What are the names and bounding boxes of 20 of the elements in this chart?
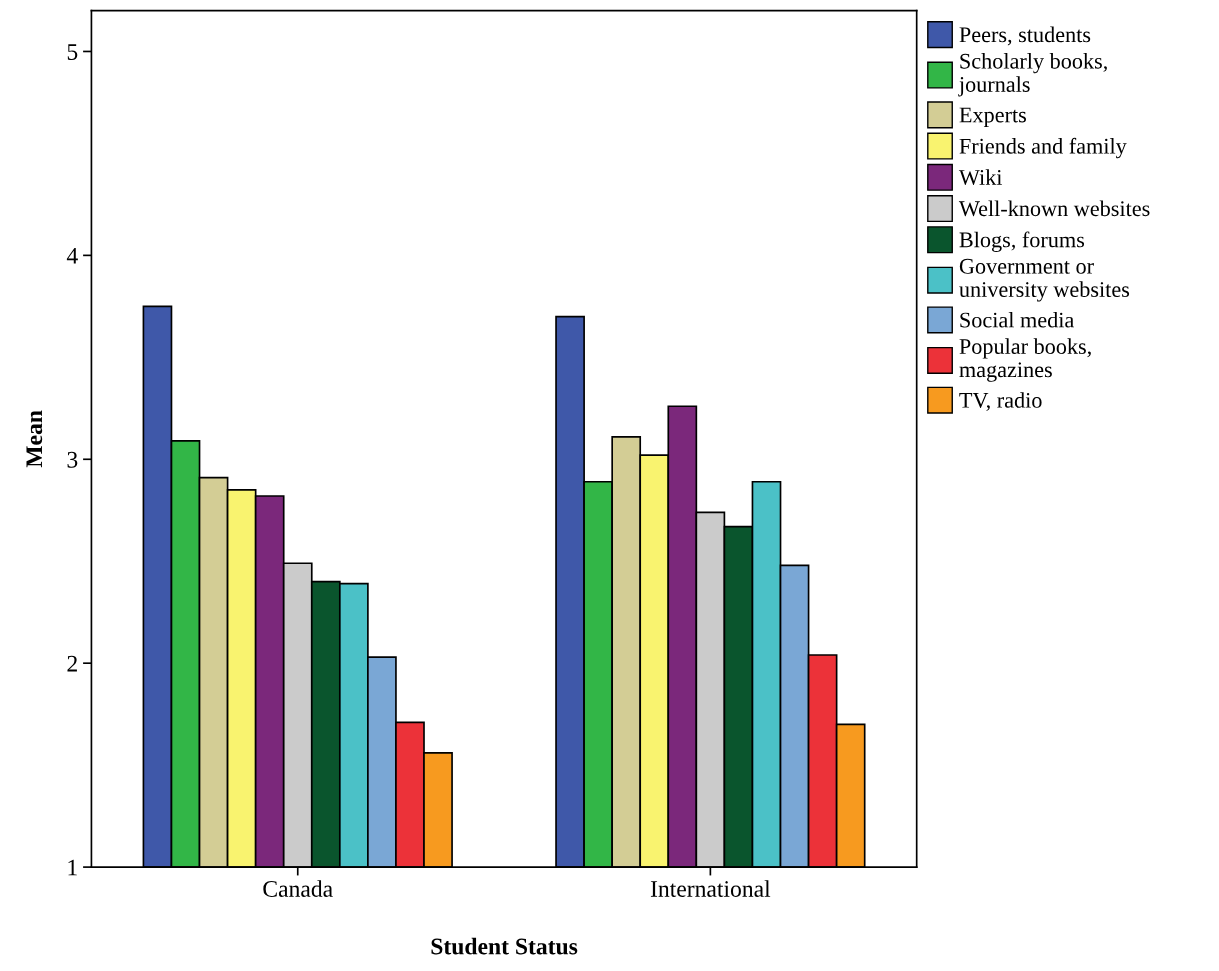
y-tick-label: 5 (67, 44, 78, 60)
y-tick-label: 2 (67, 655, 77, 672)
x-tick-label: Canada (263, 880, 333, 897)
legend-label: TV, radio (959, 392, 1042, 412)
y-tick-label: 1 (68, 859, 77, 876)
legend-label: Government or university websites (959, 258, 1130, 302)
legend-label: Popular books, magazines (959, 338, 1091, 382)
legend-label: Wiki (958, 169, 1003, 186)
legend-label: Social media (960, 311, 1074, 328)
y-axis-title: Mean (26, 410, 43, 468)
x-tick-label: International (650, 880, 771, 897)
legend-label: Well-known websites (958, 200, 1150, 217)
x-axis-title: Student Status (431, 937, 578, 955)
legend-label: Peers, students (959, 26, 1091, 46)
legend-label: Experts (959, 107, 1026, 127)
y-tick-label: 4 (66, 248, 78, 264)
legend-label: Friends and family (959, 137, 1127, 159)
y-tick-label: 3 (67, 451, 78, 468)
legend-label: Scholarly books, journals (958, 53, 1107, 97)
legend-label: Blogs, forums (959, 231, 1085, 252)
